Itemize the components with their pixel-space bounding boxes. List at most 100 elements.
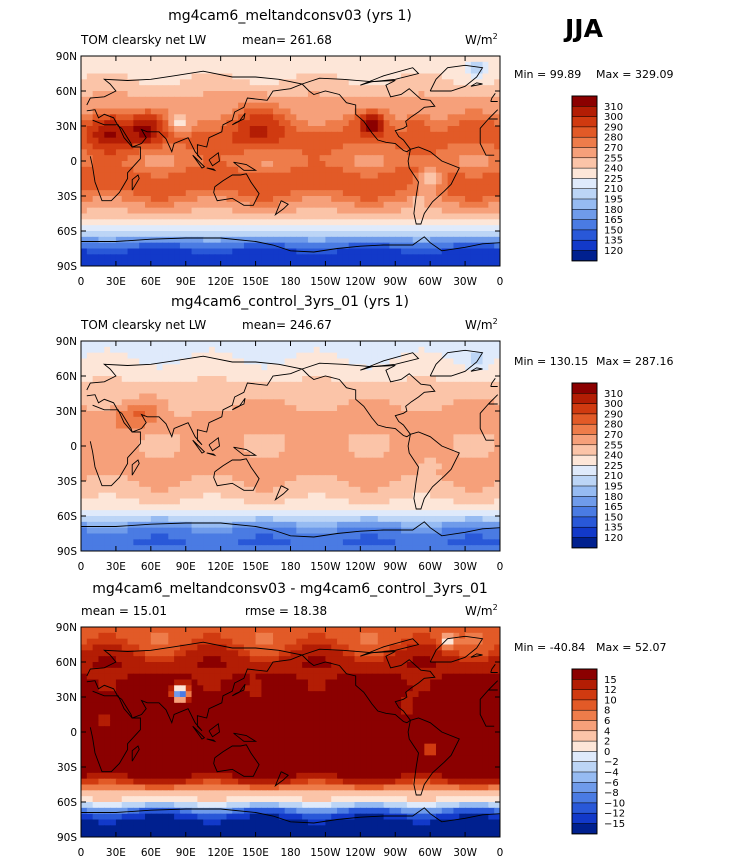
field-cell xyxy=(465,260,472,266)
field-cell xyxy=(110,416,117,424)
field-cell xyxy=(482,196,489,203)
field-cell xyxy=(267,236,274,244)
field-cell xyxy=(168,248,175,255)
field-cell xyxy=(255,196,262,203)
field-cell xyxy=(81,213,88,220)
field-cell xyxy=(179,352,187,360)
field-cell xyxy=(389,143,396,150)
field-cell xyxy=(232,242,239,250)
field-cell xyxy=(81,231,88,238)
field-cell xyxy=(366,161,373,168)
field-cell xyxy=(430,434,437,441)
field-cell xyxy=(185,184,193,191)
field-cell xyxy=(156,201,164,209)
field-cell xyxy=(482,381,489,389)
field-cell xyxy=(296,393,303,400)
field-cell xyxy=(395,79,402,86)
field-cell xyxy=(261,510,268,517)
field-cell xyxy=(255,143,262,150)
field-cell xyxy=(354,242,361,250)
field-cell xyxy=(459,416,466,424)
field-cell xyxy=(197,236,204,244)
field-cell xyxy=(209,184,216,191)
field-cell xyxy=(110,446,117,453)
field-cell xyxy=(389,416,396,424)
field-cell xyxy=(441,440,449,447)
field-cell xyxy=(447,352,455,360)
field-cell xyxy=(424,254,431,261)
field-cell xyxy=(302,457,309,465)
field-cell xyxy=(383,56,391,63)
field-cell xyxy=(342,469,350,476)
field-cell xyxy=(110,451,117,459)
field-cell xyxy=(185,481,193,488)
field-cell xyxy=(255,96,262,104)
field-cell xyxy=(179,96,187,104)
colorbar-label: 225 xyxy=(604,174,623,185)
field-cell xyxy=(453,416,460,424)
field-cell xyxy=(465,376,472,383)
field-cell xyxy=(488,248,495,255)
colorbar-box xyxy=(571,106,598,118)
field-cell xyxy=(121,364,129,371)
field-cell xyxy=(232,416,239,424)
field-cell xyxy=(331,446,338,453)
field-cell xyxy=(86,352,94,360)
field-cell xyxy=(307,120,315,127)
field-cell xyxy=(179,143,187,150)
field-cell xyxy=(145,370,152,377)
field-cell xyxy=(185,469,193,476)
field-cell xyxy=(290,387,297,395)
field-cell xyxy=(406,463,414,470)
field-cell xyxy=(98,149,105,156)
field-cell xyxy=(395,196,402,203)
units-label: W/m2 xyxy=(465,317,498,332)
field-cell xyxy=(92,178,100,185)
field-cell xyxy=(243,236,251,244)
field-cell xyxy=(325,225,332,232)
field-cell xyxy=(412,381,420,389)
field-cell xyxy=(383,416,391,424)
field-cell xyxy=(179,172,187,180)
field-cell xyxy=(226,184,233,191)
field-cell xyxy=(145,254,152,261)
field-cell xyxy=(488,416,495,424)
field-cell xyxy=(214,492,222,500)
field-cell xyxy=(296,498,303,505)
field-cell xyxy=(139,434,146,441)
field-cell xyxy=(156,236,164,244)
field-cell xyxy=(348,387,356,395)
field-cell xyxy=(465,387,472,395)
field-cell xyxy=(121,475,129,482)
field-cell xyxy=(185,120,193,127)
field-cell xyxy=(470,225,478,232)
field-cell xyxy=(162,61,169,69)
field-cell xyxy=(214,516,222,523)
field-cell xyxy=(430,451,437,459)
field-cell xyxy=(435,475,443,482)
field-cell xyxy=(430,416,437,424)
field-cell xyxy=(371,451,379,459)
field-cell xyxy=(470,364,478,371)
field-cell xyxy=(313,225,321,232)
field-cell xyxy=(401,219,408,226)
field-cell xyxy=(354,248,361,255)
field-cell xyxy=(261,143,268,150)
field-cell xyxy=(377,399,385,406)
field-cell xyxy=(476,178,484,185)
field-cell xyxy=(249,85,257,92)
field-cell xyxy=(296,463,303,470)
field-cell xyxy=(255,376,262,383)
field-cell xyxy=(377,434,385,441)
field-cell xyxy=(261,149,268,156)
field-cell xyxy=(383,108,391,115)
field-cell xyxy=(313,96,321,104)
field-cell xyxy=(482,358,489,365)
field-cell xyxy=(191,260,198,266)
field-cell xyxy=(243,341,251,348)
field-cell xyxy=(307,172,315,180)
field-cell xyxy=(156,155,164,162)
field-cell xyxy=(470,416,478,424)
field-cell xyxy=(220,96,228,104)
field-cell xyxy=(127,61,134,69)
